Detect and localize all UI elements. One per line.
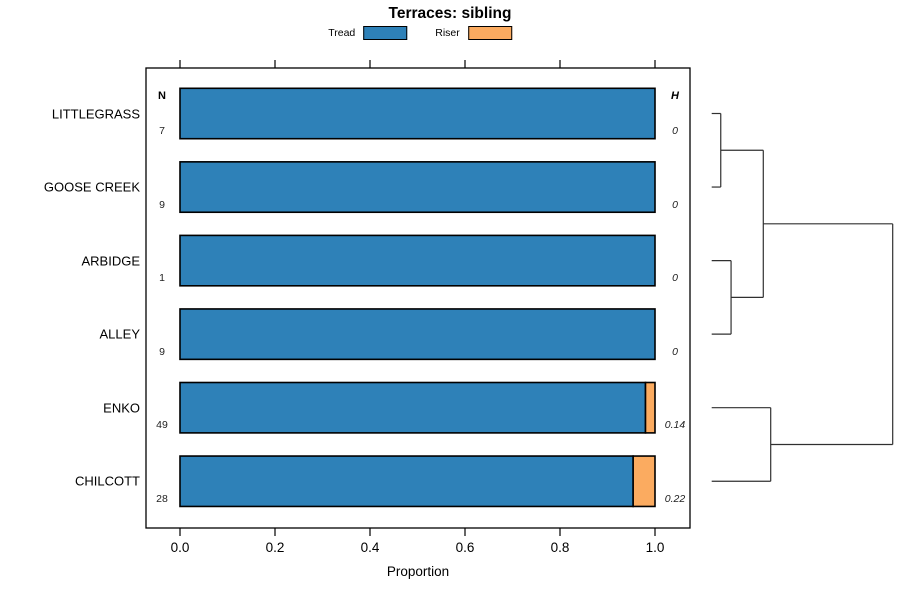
- x-tick-label-0.6: 0.6: [455, 540, 475, 555]
- n-value-4: 49: [156, 419, 168, 432]
- bar-tread-5: [179, 455, 634, 508]
- category-label-chilcott: CHILCOTT: [75, 473, 140, 489]
- category-label-enko: ENKO: [103, 400, 140, 416]
- bar-tread-3: [179, 308, 656, 361]
- riser-color-swatch: [467, 26, 512, 40]
- category-label-alley: ALLEY: [99, 326, 140, 342]
- n-value-2: 1: [159, 272, 165, 285]
- x-axis-title: Proportion: [386, 564, 450, 579]
- bar-tread-2: [179, 234, 656, 287]
- legend-label-riser: Riser: [435, 27, 460, 39]
- x-tick-label-1.0: 1.0: [645, 540, 665, 555]
- x-tick-label-0.0: 0.0: [170, 540, 190, 555]
- bar-tread-0: [179, 87, 656, 140]
- n-value-1: 9: [159, 198, 165, 211]
- category-label-arbidge: ARBIDGE: [81, 253, 140, 269]
- category-label-goose-creek: GOOSE CREEK: [43, 179, 140, 195]
- bar-tread-1: [179, 161, 656, 214]
- n-value-3: 9: [159, 345, 165, 358]
- h-value-0: 0: [672, 125, 678, 138]
- legend: Tread Riser: [328, 26, 512, 40]
- tread-color-swatch: [363, 26, 408, 40]
- chart-title: Terraces: sibling: [388, 5, 512, 22]
- bar-riser-5: [632, 455, 656, 508]
- x-tick-label-0.8: 0.8: [550, 540, 570, 555]
- h-value-3: 0: [672, 345, 678, 358]
- x-tick-label-0.4: 0.4: [360, 540, 380, 555]
- legend-item-tread: Tread: [328, 26, 408, 40]
- h-column-header: H: [671, 90, 679, 102]
- plot-box: [145, 67, 691, 529]
- legend-label-tread: Tread: [328, 27, 356, 39]
- n-value-0: 7: [159, 125, 165, 138]
- legend-item-riser: Riser: [435, 26, 512, 40]
- category-label-littlegrass: LITTLEGRASS: [51, 106, 140, 121]
- h-value-4: 0.14: [664, 419, 686, 432]
- n-column-header: N: [158, 90, 166, 102]
- h-value-1: 0: [672, 198, 678, 211]
- x-tick-label-0.2: 0.2: [265, 540, 285, 555]
- h-value-5: 0.22: [664, 492, 686, 505]
- bar-tread-4: [179, 381, 647, 434]
- h-value-2: 0: [672, 272, 678, 285]
- n-value-5: 28: [156, 492, 168, 505]
- bar-riser-4: [644, 381, 656, 434]
